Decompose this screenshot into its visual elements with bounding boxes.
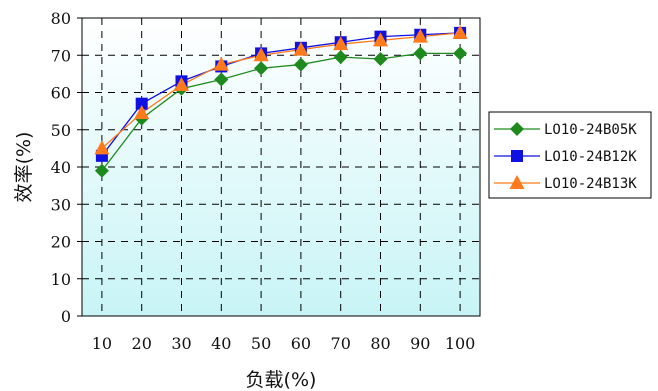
series-1-point [94, 163, 109, 178]
series-3-point [293, 41, 309, 56]
y-tick-label: 80 [51, 9, 71, 28]
y-tick-label: 40 [51, 158, 71, 177]
y-tick-label: 20 [51, 233, 71, 252]
x-tick-label: 50 [251, 334, 271, 353]
series-3-point [174, 77, 189, 92]
x-tick-label: 70 [331, 334, 351, 353]
legend-label: LO10-24B12K [544, 149, 637, 165]
series-3-point [412, 28, 428, 43]
x-tick-label: 20 [132, 334, 152, 353]
series-1-point [413, 46, 428, 61]
x-tick-label: 90 [410, 334, 430, 353]
series-1-point [214, 72, 229, 87]
x-axis-title: 负载(%) [246, 369, 317, 391]
series-line-2 [101, 32, 461, 157]
series-1-point [293, 57, 308, 72]
legend-label: LO10-24B05K [544, 122, 637, 138]
series-line-3 [101, 32, 461, 149]
series-3-point [134, 104, 150, 119]
legend-marker [510, 122, 524, 136]
legend-marker [509, 175, 525, 189]
x-tick-label: 10 [92, 334, 112, 353]
x-tick-label: 40 [211, 334, 231, 353]
x-tick-label: 100 [445, 334, 476, 353]
y-tick-label: 10 [51, 270, 71, 289]
y-tick-label: 50 [51, 121, 71, 140]
legend-label: LO10-24B13K [544, 176, 637, 192]
series-line-1 [101, 52, 461, 172]
y-tick-label: 30 [51, 195, 71, 214]
series-3-point [452, 24, 468, 39]
series-2-point [135, 97, 148, 110]
series-3-point [333, 36, 349, 51]
series-1-point [373, 51, 388, 66]
y-tick-label: 0 [61, 307, 71, 326]
y-axis-title: 效率(%) [13, 132, 35, 203]
y-tick-label: 70 [51, 46, 71, 65]
series-1-point [333, 50, 348, 65]
x-tick-label: 30 [171, 334, 191, 353]
series-1-point [453, 46, 468, 61]
series-3-point [213, 56, 229, 71]
x-tick-label: 80 [370, 334, 390, 353]
series-3-point [253, 47, 269, 62]
series-1-point [254, 61, 269, 76]
series-3-point [373, 32, 388, 47]
y-tick-label: 60 [51, 84, 71, 103]
legend-marker [511, 150, 523, 162]
legend: LO10-24B05K LO10-24B12K LO10-24B13K [488, 111, 652, 199]
x-tick-label: 60 [291, 334, 311, 353]
series-3-point [94, 140, 110, 155]
